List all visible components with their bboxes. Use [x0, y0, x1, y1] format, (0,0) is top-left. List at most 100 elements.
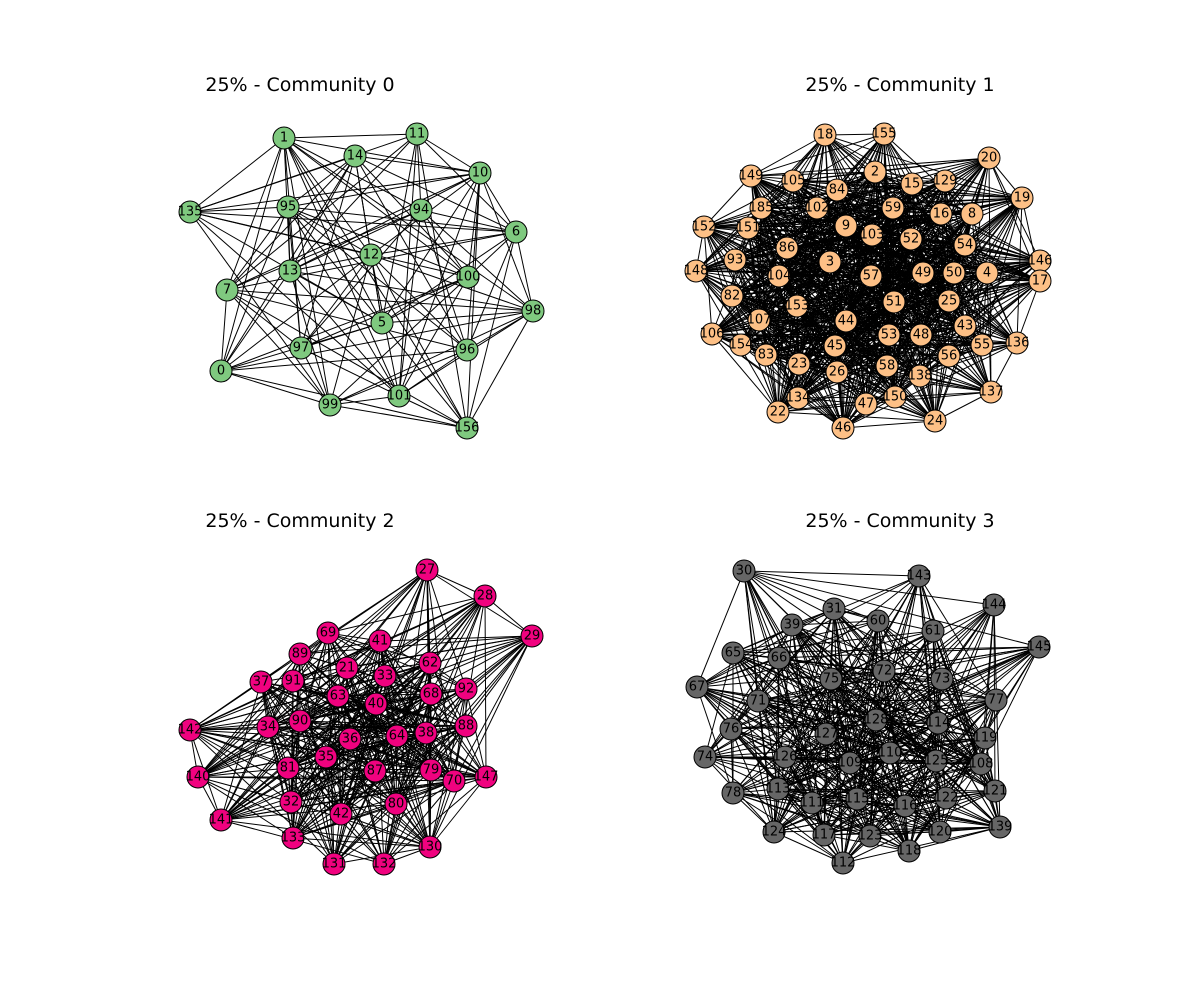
- edge: [479, 172, 534, 312]
- graph-node: 78: [721, 781, 745, 805]
- node-circle: [739, 164, 763, 188]
- node-label: 87: [367, 764, 384, 779]
- node-circle: [813, 123, 837, 147]
- edge: [732, 762, 851, 794]
- edge: [260, 681, 292, 803]
- node-label: 72: [876, 664, 893, 679]
- node-circle: [278, 259, 302, 283]
- graph-node: 25: [937, 289, 961, 313]
- graph-node: 107: [747, 308, 771, 332]
- node-circle: [384, 792, 408, 816]
- node-circle: [474, 765, 498, 789]
- node-label: 89: [292, 647, 309, 662]
- edge: [796, 300, 950, 307]
- edge: [226, 209, 422, 291]
- node-label: 123: [858, 829, 883, 844]
- edge: [226, 137, 285, 291]
- edge: [189, 155, 356, 213]
- edge: [703, 226, 742, 346]
- node-label: 133: [281, 831, 306, 846]
- edge: [823, 797, 947, 836]
- node-circle: [953, 233, 977, 257]
- node-circle: [359, 243, 383, 267]
- node-circle: [329, 802, 353, 826]
- graph-node: 119: [973, 726, 997, 750]
- node-label: 84: [829, 183, 846, 198]
- node-label: 8: [968, 207, 976, 222]
- node-label: 121: [983, 784, 1008, 799]
- edge: [283, 137, 422, 211]
- panel-title: 25% - Community 0: [205, 74, 395, 96]
- node-circle: [924, 749, 948, 773]
- edge: [730, 728, 851, 764]
- edge: [758, 300, 950, 321]
- edge: [383, 776, 487, 865]
- node-label: 111: [800, 796, 825, 811]
- graph-node: 58: [875, 354, 899, 378]
- node-circle: [504, 220, 528, 244]
- node-circle: [288, 642, 312, 666]
- edge: [964, 244, 1041, 262]
- graph-node: 26: [825, 360, 849, 384]
- node-circle: [766, 777, 790, 801]
- node-circle: [845, 787, 869, 811]
- edge: [918, 575, 941, 833]
- node-label: 127: [814, 727, 839, 742]
- panel-community-2: 25% - Community 2 27 28 29 69 41 89 21 33 62 37 91…: [0, 436, 600, 936]
- edge: [777, 788, 844, 864]
- edge: [226, 133, 418, 291]
- edge: [845, 320, 966, 327]
- edge: [842, 826, 1001, 864]
- edge: [189, 729, 342, 815]
- edge: [856, 760, 937, 800]
- graph-node: 87: [363, 759, 387, 783]
- graph-node: 35: [314, 745, 338, 769]
- node-circle: [882, 290, 906, 314]
- graph-node: 91: [281, 669, 305, 693]
- edge: [466, 310, 534, 429]
- edge: [981, 280, 1041, 346]
- node-circle: [831, 416, 855, 440]
- node-circle: [937, 344, 961, 368]
- graph-node: 63: [326, 684, 350, 708]
- graph-node: 111: [800, 791, 825, 815]
- graph-node: 61: [921, 619, 945, 643]
- node-circle: [979, 380, 1003, 404]
- graph-node: 93: [723, 248, 747, 272]
- edge: [777, 646, 1040, 790]
- graph-node: 88: [454, 714, 478, 738]
- node-label: 28: [477, 589, 494, 604]
- edge: [823, 826, 1001, 836]
- edge: [816, 207, 1041, 262]
- graph-node: 124: [762, 820, 786, 844]
- edge: [734, 207, 894, 261]
- node-circle: [685, 675, 709, 699]
- node-label: 1: [280, 131, 288, 146]
- node-circle: [834, 309, 858, 333]
- node-circle: [454, 677, 478, 701]
- node-circle: [1028, 269, 1052, 293]
- edge: [283, 137, 481, 174]
- node-label: 93: [727, 253, 744, 268]
- edge: [849, 762, 982, 765]
- edge: [731, 295, 800, 365]
- node-label: 128: [864, 713, 889, 728]
- edge: [429, 635, 533, 848]
- node-circle: [818, 250, 842, 274]
- node-circle: [314, 745, 338, 769]
- edge: [283, 133, 418, 139]
- graph-node: 89: [288, 642, 312, 666]
- graph-node: 22: [766, 400, 790, 424]
- edge: [425, 732, 487, 778]
- node-circle: [289, 336, 313, 360]
- node-label: 131: [322, 857, 347, 872]
- node-label: 68: [423, 687, 440, 702]
- graph-node: 142: [178, 718, 202, 742]
- edge: [290, 640, 381, 803]
- edge: [226, 289, 468, 429]
- edge: [325, 732, 427, 758]
- edge: [197, 726, 269, 778]
- edge: [515, 231, 534, 312]
- node-circle: [1027, 635, 1051, 659]
- node-label: 137: [979, 385, 1004, 400]
